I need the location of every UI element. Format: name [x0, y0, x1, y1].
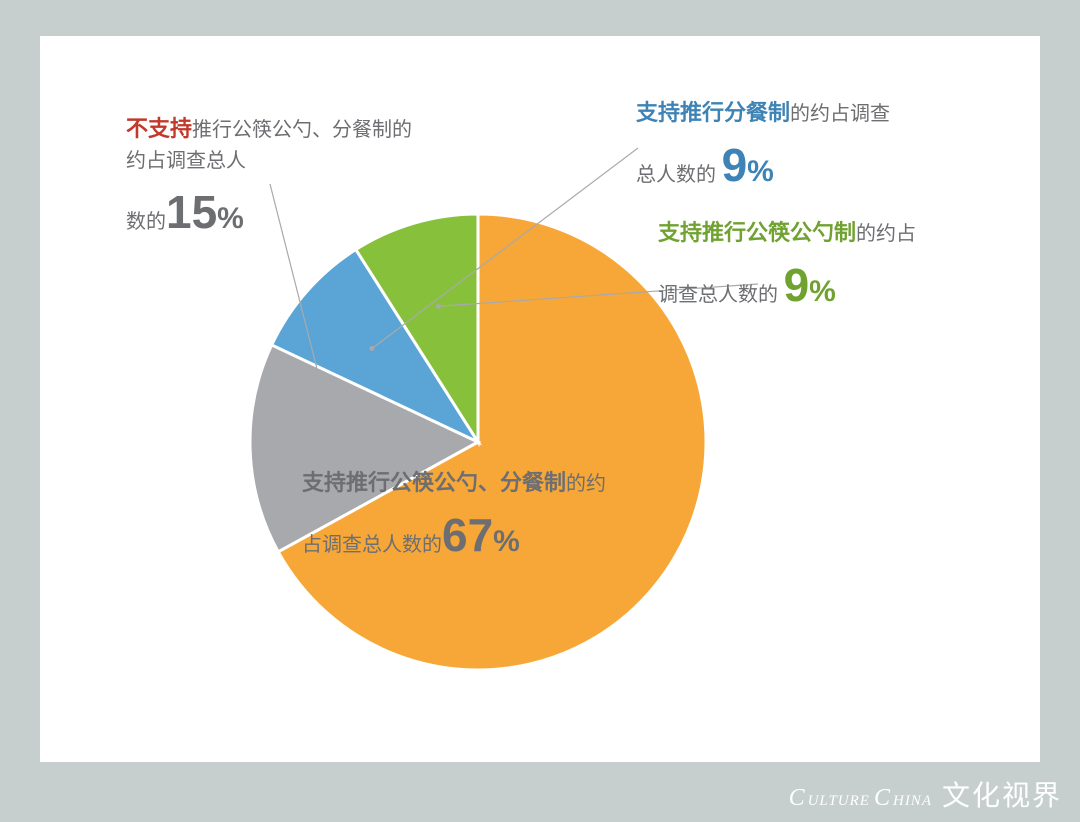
label-grey-strong: 不支持 [126, 116, 192, 141]
watermark-cn: 文化视界 [942, 774, 1062, 814]
label-blue-pct: % [747, 155, 774, 188]
label-green: 支持推行公筷公勺制的约占 调查总人数的 9% [658, 216, 1018, 321]
watermark-c1: C [789, 785, 806, 812]
label-grey-numprefix: 数的 [126, 211, 166, 233]
label-orange-numprefix: 占调查总人数的 [302, 534, 442, 556]
leader-dot-grey [334, 444, 339, 449]
label-orange-strong: 支持推行公筷公勺、分餐制 [302, 470, 566, 495]
chart-card: 不支持推行公筷公勺、分餐制的约占调查总人 数的15% 支持推行分餐制的约占调查 … [40, 36, 1040, 762]
label-orange-value: 67 [442, 509, 493, 561]
leader-dot-blue [369, 346, 374, 351]
label-orange: 支持推行公筷公勺、分餐制的约 占调查总人数的67% [302, 466, 672, 571]
leader-dot-green [436, 304, 441, 309]
label-orange-tail: 的约 [566, 473, 606, 495]
label-blue: 支持推行分餐制的约占调查 总人数的 9% [636, 96, 976, 201]
label-blue-value: 9 [722, 139, 748, 191]
watermark: CULTURE CHINA 文化视界 [789, 774, 1062, 814]
label-blue-strong: 支持推行分餐制 [636, 100, 790, 125]
watermark-c2: C [874, 785, 891, 812]
label-blue-tail: 的约占调查 [790, 103, 890, 125]
watermark-hina: HINA [893, 793, 932, 810]
label-green-pct: % [809, 275, 836, 308]
label-grey-value: 15 [166, 186, 217, 238]
label-green-strong: 支持推行公筷公勺制 [658, 220, 856, 245]
page-outer: 不支持推行公筷公勺、分餐制的约占调查总人 数的15% 支持推行分餐制的约占调查 … [0, 0, 1080, 822]
label-green-numprefix: 调查总人数的 [658, 284, 784, 306]
label-green-value: 9 [784, 259, 810, 311]
label-blue-numprefix: 总人数的 [636, 164, 722, 186]
label-grey-pct: % [217, 202, 244, 235]
label-grey: 不支持推行公筷公勺、分餐制的约占调查总人 数的15% [126, 112, 426, 248]
watermark-ulture: ULTURE [808, 793, 870, 810]
label-orange-pct: % [493, 525, 520, 558]
label-green-tail: 的约占 [856, 223, 916, 245]
